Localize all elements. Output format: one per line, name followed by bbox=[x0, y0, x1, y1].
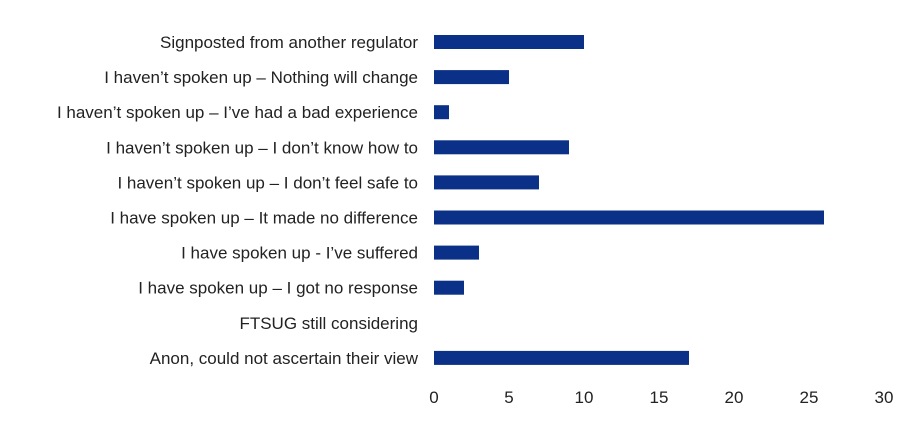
x-tick-label: 15 bbox=[650, 388, 669, 407]
bar bbox=[434, 245, 479, 260]
category-label: Anon, could not ascertain their view bbox=[150, 349, 419, 368]
bar bbox=[434, 70, 509, 85]
category-label: I have spoken up – I got no response bbox=[138, 279, 418, 298]
bar bbox=[434, 140, 569, 155]
x-tick-label: 25 bbox=[800, 388, 819, 407]
category-label: I haven’t spoken up – I don’t know how t… bbox=[106, 138, 418, 157]
bar bbox=[434, 35, 584, 49]
x-axis-ticks: 0 5 10 15 20 25 30 bbox=[429, 388, 893, 407]
category-label: I have spoken up - I’ve suffered bbox=[181, 244, 418, 263]
bar bbox=[434, 280, 464, 295]
bar bbox=[434, 175, 539, 190]
category-label: I have spoken up – It made no difference bbox=[110, 209, 418, 228]
category-label: I haven’t spoken up – I’ve had a bad exp… bbox=[57, 103, 418, 122]
x-tick-label: 5 bbox=[504, 388, 513, 407]
category-labels: Signposted from another regulator I haven… bbox=[57, 33, 419, 368]
x-tick-label: 0 bbox=[429, 388, 438, 407]
x-tick-label: 10 bbox=[575, 388, 594, 407]
category-label: I haven’t spoken up – I don’t feel safe … bbox=[117, 173, 418, 192]
bar bbox=[434, 350, 689, 365]
category-label: FTSUG still considering bbox=[239, 314, 418, 333]
x-tick-label: 30 bbox=[875, 388, 894, 407]
bars bbox=[434, 35, 824, 365]
category-label: I haven’t spoken up – Nothing will chang… bbox=[104, 68, 418, 87]
bar bbox=[434, 210, 824, 225]
x-tick-label: 20 bbox=[725, 388, 744, 407]
bar bbox=[434, 105, 449, 120]
category-label: Signposted from another regulator bbox=[160, 33, 418, 52]
